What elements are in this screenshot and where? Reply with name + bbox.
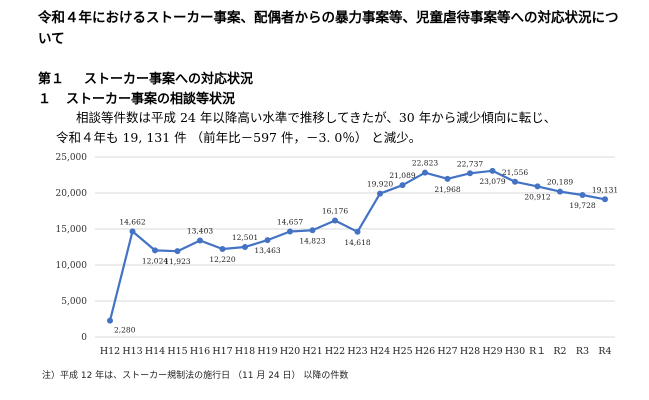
y-tick-label: 10,000 <box>56 261 88 271</box>
data-point <box>309 227 316 234</box>
data-point <box>332 217 338 224</box>
section-number: 第１ <box>38 72 65 87</box>
data-label: 12,024 <box>142 256 168 265</box>
data-label: 20,912 <box>524 192 550 201</box>
section-heading: 第１ ストーカー事案への対応状況 <box>38 68 253 87</box>
data-point <box>377 190 383 197</box>
x-axis-tick-labels: H12 H13 H14 H15 H16 H17 H18 H19 H20 H21 H22 H23 H24 H… <box>100 346 612 357</box>
x-tick-label: R3 <box>576 346 589 357</box>
data-label: 19,920 <box>367 180 393 189</box>
x-tick-label: H13 <box>122 346 142 357</box>
data-point <box>219 246 226 253</box>
data-point <box>399 182 406 189</box>
y-tick-label: 0 <box>81 333 87 343</box>
data-point <box>129 228 136 235</box>
x-tick-label: H28 <box>460 346 480 357</box>
data-label: 13,463 <box>254 246 280 255</box>
data-label: 21,556 <box>502 168 528 177</box>
x-tick-label: H24 <box>370 346 390 357</box>
data-point <box>174 248 181 255</box>
data-label: 23,079 <box>479 177 505 186</box>
data-point <box>152 247 158 254</box>
x-tick-label: R2 <box>553 346 566 357</box>
data-point <box>197 237 203 244</box>
data-label: 14,618 <box>344 238 370 247</box>
data-point <box>602 196 608 203</box>
subsection-number: １ <box>38 92 52 107</box>
data-point <box>107 317 113 324</box>
footnote: 注）平成 12 年は、ストーカー規制法の施行日 （11 月 24 日） 以降の件… <box>42 371 349 381</box>
data-label: 12,501 <box>232 233 258 242</box>
data-point <box>287 228 293 235</box>
body-paragraph: 相談等件数は平成 24 年以降高い水準で推移してきたが、30 年から減少傾向に転… <box>56 108 626 148</box>
data-label: 13,403 <box>187 226 213 235</box>
data-label: 22,823 <box>412 159 438 168</box>
x-tick-label: R１ <box>529 346 546 357</box>
data-label: 21,089 <box>389 171 415 180</box>
document-title: 令和４年におけるストーカー事案、配偶者からの暴力事案等、児童虐待事案等への対応状… <box>38 10 619 47</box>
data-point <box>557 188 563 195</box>
data-label: 22,737 <box>457 159 483 168</box>
x-tick-label: H16 <box>190 346 210 357</box>
data-label: 19,728 <box>569 201 595 210</box>
data-label: 12,220 <box>209 255 235 264</box>
x-tick-label: H19 <box>257 346 277 357</box>
x-tick-label: H23 <box>347 346 367 357</box>
x-tick-label: H17 <box>212 346 232 357</box>
subsection-heading: １ ストーカー事案の相談等状況 <box>38 88 235 107</box>
data-point <box>467 170 473 177</box>
data-label: 20,189 <box>547 178 573 187</box>
x-tick-label: H27 <box>437 346 457 357</box>
x-tick-label: R4 <box>598 346 611 357</box>
data-points <box>107 167 608 324</box>
x-tick-label: H25 <box>392 346 412 357</box>
y-axis-tick-labels: 0 5,000 10,000 15,000 20,000 25,000 <box>56 153 88 343</box>
data-point <box>579 191 586 198</box>
subsection-title: ストーカー事案の相談等状況 <box>66 92 236 107</box>
data-point <box>354 228 361 235</box>
grid-lines <box>95 156 615 338</box>
x-tick-label: H15 <box>167 346 187 357</box>
x-tick-label: H29 <box>482 346 502 357</box>
section-title: ストーカー事案への対応状況 <box>84 72 254 87</box>
data-label: 14,657 <box>277 217 303 226</box>
body-line-1: 相談等件数は平成 24 年以降高い水準で推移してきたが、30 年から減少傾向に転… <box>76 110 557 125</box>
data-label: 16,176 <box>322 207 348 216</box>
data-point <box>444 175 451 182</box>
data-point <box>489 167 496 174</box>
data-point <box>242 243 248 250</box>
data-point <box>512 178 518 185</box>
data-label: 14,662 <box>119 217 145 226</box>
data-label: 14,823 <box>299 236 325 245</box>
x-tick-label: H14 <box>145 346 165 357</box>
x-tick-label: H12 <box>100 346 120 357</box>
y-tick-label: 20,000 <box>56 189 88 199</box>
x-tick-label: H20 <box>280 346 300 357</box>
data-point <box>534 183 541 190</box>
stalker-consultation-line-chart: 0 5,000 10,000 15,000 20,000 25,000 H12 H13 H14… <box>56 153 619 357</box>
x-tick-label: H26 <box>415 346 435 357</box>
data-label: 21,968 <box>434 185 460 194</box>
data-label: 2,280 <box>114 326 136 335</box>
data-point <box>422 169 428 176</box>
data-label: 19,131 <box>592 185 618 194</box>
y-tick-label: 25,000 <box>56 153 88 163</box>
body-line-2: 令和４年も 19, 131 件 （前年比－597 件，－3. 0％） と減少。 <box>56 130 422 145</box>
data-label: 11,923 <box>164 257 190 266</box>
x-tick-label: H30 <box>505 346 525 357</box>
x-tick-label: H22 <box>325 346 345 357</box>
y-tick-label: 5,000 <box>61 297 87 307</box>
x-tick-label: H21 <box>302 346 322 357</box>
y-tick-label: 15,000 <box>56 225 88 235</box>
data-point <box>264 237 271 244</box>
x-tick-label: H18 <box>235 346 255 357</box>
